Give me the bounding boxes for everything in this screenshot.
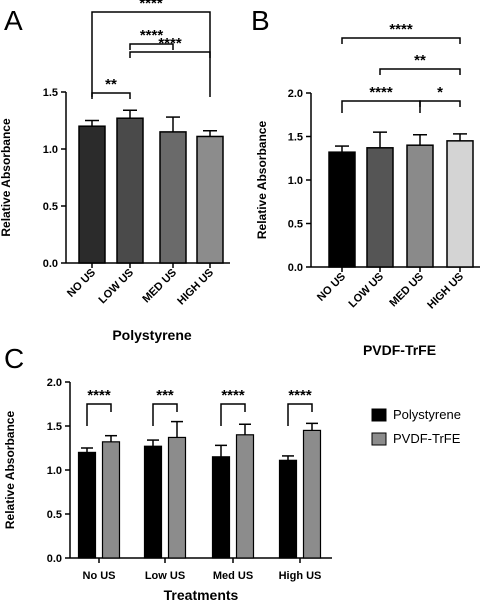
- significance-bracket: [341, 100, 421, 113]
- bar: [78, 125, 106, 264]
- bar: [211, 456, 231, 559]
- y-axis-label: Relative Absorbance: [255, 121, 269, 240]
- significance-bracket: [287, 403, 313, 426]
- x-tick-label: HIGH US: [425, 271, 466, 312]
- y-tick-label: 0.0: [288, 262, 303, 274]
- y-tick-label: 1.5: [47, 421, 62, 433]
- y-tick-label: 0.5: [43, 201, 58, 213]
- y-tick-label: 0.5: [288, 219, 303, 231]
- significance-bracket: [419, 100, 461, 107]
- x-tick-label: Med US: [213, 570, 253, 582]
- legend-swatch: [371, 432, 387, 446]
- significance-bracket: [379, 68, 461, 75]
- y-tick-label: 1.5: [43, 87, 58, 99]
- x-tick-label: NO US: [315, 271, 348, 304]
- bar: [406, 144, 434, 268]
- bar: [101, 441, 121, 559]
- x-tick-label: LOW US: [97, 267, 137, 307]
- bar: [116, 117, 144, 264]
- bar: [446, 140, 474, 268]
- x-tick-label: MED US: [140, 267, 179, 306]
- bar: [302, 429, 322, 559]
- significance-label: **: [414, 52, 426, 69]
- bar: [278, 459, 298, 559]
- bar: [167, 436, 187, 559]
- bar: [159, 131, 187, 264]
- bar: [366, 147, 394, 268]
- legend-label: Polystyrene: [393, 407, 461, 422]
- y-axis-label: Relative Absorbance: [0, 118, 13, 237]
- y-tick-label: 0.0: [47, 553, 62, 565]
- y-tick-label: 2.0: [47, 377, 62, 389]
- bar: [328, 151, 356, 268]
- panel-letter-c: C: [4, 343, 24, 374]
- y-tick-label: 2.0: [288, 88, 303, 100]
- significance-label: ****: [140, 27, 164, 44]
- x-axis-label: Polystyrene: [112, 327, 192, 343]
- significance-label: ****: [87, 387, 111, 404]
- significance-bracket: [91, 92, 131, 99]
- y-axis-label: Relative Absorbance: [3, 411, 17, 530]
- significance-label: ***: [156, 387, 174, 404]
- y-tick-label: 0.5: [47, 509, 62, 521]
- x-tick-label: HIGH US: [175, 267, 216, 308]
- bar: [143, 445, 163, 559]
- significance-label: *: [437, 84, 443, 101]
- y-tick-label: 0.0: [43, 258, 58, 270]
- significance-label: ****: [288, 387, 312, 404]
- y-tick-label: 1.5: [288, 132, 303, 144]
- significance-bracket: [152, 403, 178, 426]
- x-tick-label: LOW US: [347, 271, 387, 311]
- legend-label: PVDF-TrFE: [393, 431, 461, 446]
- x-tick-label: MED US: [387, 271, 426, 310]
- significance-bracket: [220, 403, 246, 426]
- significance-label: ****: [369, 84, 393, 101]
- x-axis-label: PVDF-TrFE: [363, 342, 436, 358]
- significance-label: ****: [139, 0, 163, 12]
- significance-label: ****: [221, 387, 245, 404]
- panel-letter-a: A: [4, 5, 23, 36]
- significance-bracket: [129, 51, 211, 58]
- bar: [235, 434, 255, 559]
- legend-swatch: [371, 408, 387, 422]
- x-tick-label: Low US: [145, 570, 185, 582]
- panel-c: C 0.0 0.5 1.0 1.5 2.0 No US **** Low US *** Med U…: [3, 343, 461, 603]
- significance-bracket: [129, 43, 174, 50]
- x-axis-label: Treatments: [164, 587, 239, 603]
- y-tick-label: 1.0: [43, 144, 58, 156]
- significance-label: **: [105, 76, 117, 93]
- x-tick-label: NO US: [65, 267, 98, 300]
- bar: [77, 451, 97, 559]
- y-tick-label: 1.0: [288, 175, 303, 187]
- significance-bracket: [341, 37, 461, 44]
- bar: [196, 135, 224, 264]
- legend: Polystyrene PVDF-TrFE: [371, 407, 461, 446]
- panel-letter-b: B: [251, 5, 270, 36]
- y-tick-label: 1.0: [47, 465, 62, 477]
- significance-label: ****: [389, 21, 413, 38]
- significance-bracket: [86, 403, 112, 426]
- x-tick-label: No US: [83, 570, 116, 582]
- x-tick-label: High US: [279, 570, 322, 582]
- significance-bracket: [91, 11, 211, 97]
